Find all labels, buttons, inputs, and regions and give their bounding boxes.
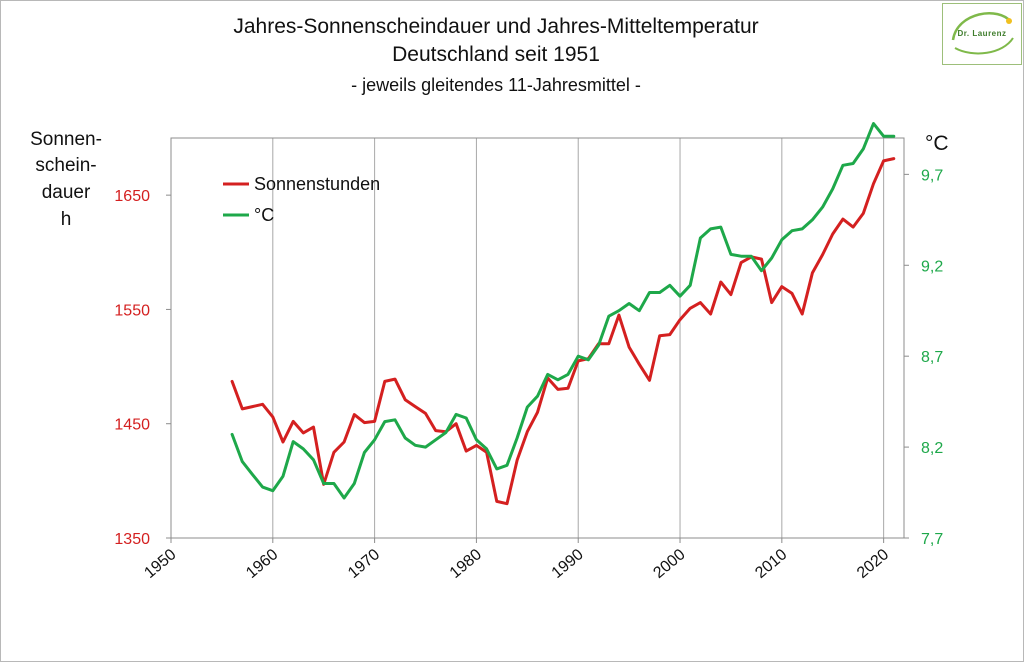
x-tick-label-1970: 1970 (345, 546, 383, 582)
y-left-label-line-3: dauer (41, 182, 91, 203)
y-left-label-line-2: schein- (35, 155, 97, 176)
legend-label-0: Sonnenstunden (254, 174, 380, 194)
x-tick-label-1950: 1950 (141, 546, 179, 582)
y-left-tick-label-1650: 1650 (114, 188, 150, 205)
plot-border (170, 137, 905, 539)
series-line-temperatur (230, 122, 896, 500)
x-tick-label-2020: 2020 (854, 546, 892, 582)
y-left-label-line-1: Sonnen- (30, 129, 102, 150)
series-line-sonnenstunden (230, 157, 896, 506)
y-right-tick-label-4: 9,7 (921, 167, 943, 184)
chart-subtitle: Deutschland seit 1951 (392, 43, 600, 66)
y-right-tick-label-2: 8,7 (921, 349, 943, 366)
y-right-tick-label-1: 8,2 (921, 440, 943, 457)
x-tick-label-2010: 2010 (752, 546, 790, 582)
logo-swoosh-icon (951, 12, 1014, 55)
chart-title: Jahres-Sonnenscheindauer und Jahres-Mitt… (233, 15, 759, 38)
logo-text: Dr. Laurenz (957, 29, 1007, 38)
logo: Dr. Laurenz (942, 3, 1022, 65)
legend-label-1: °C (254, 205, 274, 225)
x-tick-label-1980: 1980 (447, 546, 485, 582)
x-tick-label-1960: 1960 (243, 546, 281, 582)
y-left-tick-label-1450: 1450 (114, 417, 150, 434)
y-left-tick-label-1550: 1550 (114, 302, 150, 319)
y-right-tick-label-0: 7,7 (921, 531, 943, 548)
y-right-axis-label: °C (925, 132, 949, 155)
chart-note: - jeweils gleitendes 11-Jahresmittel - (351, 75, 641, 95)
x-tick-label-2000: 2000 (650, 546, 688, 582)
y-left-label-line-4: h (60, 209, 72, 230)
y-right-tick-label-3: 9,2 (921, 258, 943, 275)
y-left-tick-label-1350: 1350 (114, 531, 150, 548)
x-tick-label-1990: 1990 (549, 546, 587, 582)
